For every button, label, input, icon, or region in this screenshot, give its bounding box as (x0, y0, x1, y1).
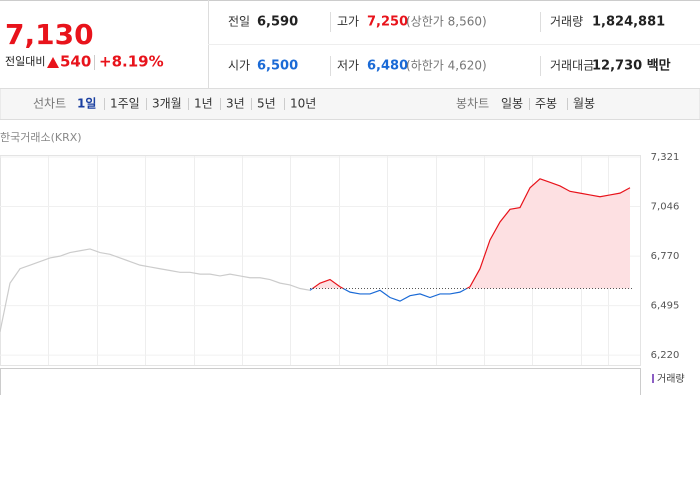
tab[interactable]: 3년 (226, 97, 245, 111)
volume-legend-swatch (652, 374, 654, 383)
tab-bar (0, 88, 700, 120)
y-tick-label: 6,770 (651, 251, 680, 262)
change-label: 전일대비 (5, 54, 45, 68)
stat-value: 6,480 (367, 59, 408, 74)
stat-note: (상한가 8,560) (406, 15, 487, 29)
stat-label: 전일 (228, 15, 250, 29)
source: 한국거래소(KRX) (0, 131, 82, 144)
volume-legend: 거래량 (657, 373, 685, 385)
stat-label: 시가 (228, 59, 250, 73)
plot-frame (0, 155, 641, 366)
stat-label: 거래대금 (550, 59, 594, 73)
prior-line (0, 248, 311, 332)
tab[interactable]: 월봉 (573, 97, 595, 111)
tab[interactable]: 주봉 (535, 97, 557, 111)
stat-label: 거래량 (550, 15, 583, 29)
stat-value: 6,590 (257, 15, 298, 30)
change-rate: +8.19% (99, 53, 164, 71)
stat-label: 고가 (337, 15, 359, 29)
stat-value: 7,250 (367, 15, 408, 30)
y-tick-label: 7,046 (651, 201, 680, 212)
current-price: 7,130 (5, 18, 94, 51)
stat-value: 1,824,881 (592, 15, 665, 30)
change-amount: 540 (60, 53, 91, 71)
stat-value: 6,500 (257, 59, 298, 74)
tab[interactable]: 일봉 (501, 97, 523, 111)
tab-group-label: 봉차트 (456, 97, 489, 111)
tab-group-label: 선차트 (33, 97, 66, 111)
tab[interactable]: 10년 (290, 97, 316, 111)
y-tick-label: 6,220 (651, 350, 680, 361)
tab[interactable]: 1년 (194, 97, 213, 111)
up-arrow (47, 57, 59, 68)
y-tick-label: 7,321 (651, 152, 680, 163)
tabs: 1일 1주일 3개월 1년 3년 5년 10년 일봉 주봉 월봉 (77, 97, 595, 111)
tab[interactable]: 3개월 (152, 97, 182, 111)
tab[interactable]: 1일 (77, 97, 96, 111)
tab[interactable]: 5년 (257, 97, 276, 111)
stat-note: (하한가 4,620) (406, 59, 487, 73)
tab[interactable]: 1주일 (110, 97, 140, 111)
stat-value: 12,730 백만 (592, 58, 671, 74)
price-line (309, 178, 631, 302)
y-tick-label: 6,495 (651, 301, 680, 312)
stat-label: 저가 (337, 59, 359, 73)
price-area (310, 178, 630, 302)
plot: 7,321 7,046 6,770 6,495 6,220 (0, 152, 679, 361)
